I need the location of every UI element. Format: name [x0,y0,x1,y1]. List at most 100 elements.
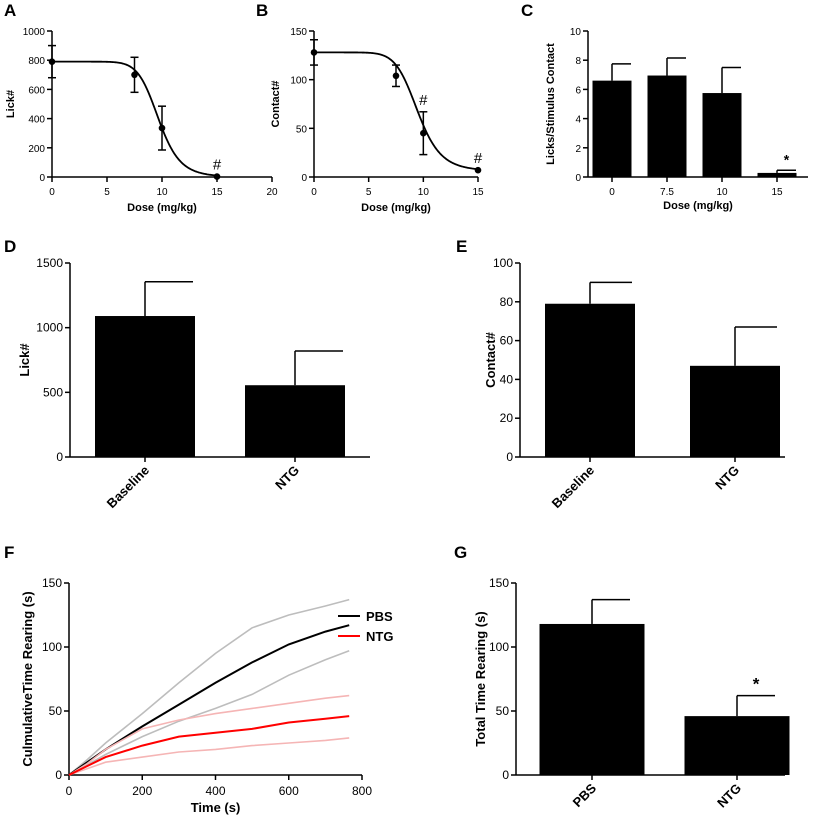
chart-a-data-point [48,58,56,65]
chart-e-category-label: NTG [712,463,742,493]
chart-f-xtick-label: 400 [205,784,225,798]
chart-a-ytick-label: 400 [28,115,45,126]
chart-b-data-point [474,166,482,174]
chart-b: 0 50 100 150 Contact# 0 5 10 15 Dose (mg/kg) # # [270,27,484,214]
chart-c-ytick-label: 10 [570,27,582,38]
chart-c-y-label: Licks/Stimulus Contact [545,43,557,165]
chart-d-y-label: Lick# [17,343,32,377]
chart-f-ntg-lower-band [68,737,350,776]
chart-d-ytick-label: 500 [43,385,63,399]
chart-a-xtick-label: 0 [49,187,55,198]
panel-label-c: C [521,1,533,20]
chart-g-ytick-label: 0 [502,768,509,782]
panel-label-a: A [4,1,16,20]
chart-c-bar [757,172,797,177]
chart-e-y-label: Contact# [483,331,498,387]
chart-a-xtick-label: 10 [156,187,168,198]
chart-b-data-point [420,129,427,137]
chart-b-xtick-label: 0 [311,187,317,198]
chart-f-y-label: CulmulativeTime Rearing (s) [20,591,35,766]
chart-g-category-label: PBS [570,780,600,810]
chart-g-significance-mark: * [753,675,760,694]
chart-f-legend-label: PBS [366,609,393,624]
chart-b-y-label: Contact# [270,80,282,127]
chart-c-ytick-label: 2 [575,144,581,155]
chart-d-ytick-label: 1500 [36,256,63,270]
chart-d-bar [245,385,345,457]
chart-f-pbs-upper-band [68,598,350,776]
chart-c-ytick-label: 6 [575,85,581,96]
panel-label-e: E [456,237,467,256]
chart-f-ntg-upper-band [68,694,350,776]
chart-g-y-label: Total Time Rearing (s) [473,611,488,746]
chart-e-category-label: Baseline [549,463,597,511]
chart-d-category-label: Baseline [104,463,152,511]
chart-f-ytick-label: 100 [42,640,62,654]
chart-d: 0 500 1000 1500 Lick# Baseline NTG [17,256,370,511]
chart-b-ytick-label: 150 [290,27,307,38]
chart-d-bar [95,316,195,457]
chart-a-significance-mark: # [213,157,222,174]
chart-c-category-label: 15 [771,187,783,198]
chart-e-ytick-label: 100 [493,256,513,270]
chart-f: 0 50 100 150 CulmulativeTime Rearing (s) 0 200… [20,576,393,815]
chart-f-ytick-label: 50 [49,704,63,718]
chart-c-ytick-label: 8 [575,56,581,67]
chart-e-ytick-label: 60 [500,334,514,348]
chart-g-ytick-label: 100 [489,640,509,654]
chart-a-ytick-label: 200 [28,144,45,155]
chart-g: 0 50 100 150 Total Time Rearing (s) PBS NTG * [473,576,790,811]
chart-a-ytick-label: 800 [28,56,45,67]
panel-label-g: G [454,543,467,562]
chart-c-bar [647,75,687,177]
chart-a-y-label: Lick# [5,90,17,118]
panel-label-d: D [4,237,16,256]
chart-c-bar [592,80,632,177]
chart-g-category-label: NTG [714,781,744,811]
chart-d-category-label: NTG [272,463,302,493]
chart-b-ytick-label: 100 [290,76,307,87]
chart-a-ytick-label: 1000 [23,27,46,38]
chart-f-xtick-label: 200 [132,784,152,798]
panel-label-b: B [256,1,268,20]
chart-f-xtick-label: 800 [352,784,372,798]
chart-f-pbs-lower-band [68,650,350,776]
chart-c-category-label: 10 [716,187,728,198]
chart-e-ytick-label: 20 [500,411,514,425]
chart-a-xtick-label: 15 [211,187,223,198]
chart-f-ntg-mean-line [68,715,350,776]
chart-a-ytick-label: 0 [39,173,45,184]
chart-b-xtick-label: 10 [418,187,430,198]
chart-b-data-point [310,49,318,56]
chart-g-ytick-label: 50 [496,704,510,718]
chart-a-xtick-label: 5 [104,187,110,198]
chart-b-data-point [392,72,400,80]
chart-c: 0 2 4 6 8 10 Licks/Stimulus Contact 0 7.5 10 15 * Do… [545,27,808,212]
chart-a: 0 200 400 600 800 1000 Lick# 0 5 10 15 20 Dose (mg/k… [5,27,278,214]
chart-a-data-point [213,173,221,180]
chart-a-data-point [158,124,166,132]
chart-a-x-label: Dose (mg/kg) [127,202,197,214]
chart-b-ytick-label: 0 [301,173,307,184]
chart-f-ytick-label: 0 [55,768,62,782]
chart-b-significance-mark: # [474,150,483,167]
chart-g-ytick-label: 150 [489,576,509,590]
chart-e-bar [545,303,635,457]
chart-c-significance-mark: * [784,151,790,167]
chart-c-x-label: Dose (mg/kg) [663,200,733,212]
chart-f-xtick-label: 0 [66,784,73,798]
chart-d-ytick-label: 0 [56,450,63,464]
chart-b-xtick-label: 15 [472,187,484,198]
chart-e-ytick-label: 80 [500,295,514,309]
chart-b-xtick-label: 5 [366,187,372,198]
panel-label-f: F [4,543,14,562]
chart-b-x-label: Dose (mg/kg) [361,202,431,214]
chart-a-data-point [131,71,138,79]
chart-b-significance-mark: # [419,92,428,109]
chart-g-bar [539,623,645,775]
chart-c-category-label: 0 [609,187,615,198]
chart-e-ytick-label: 40 [500,372,514,386]
chart-f-xtick-label: 600 [279,784,299,798]
chart-d-ytick-label: 1000 [36,321,63,335]
